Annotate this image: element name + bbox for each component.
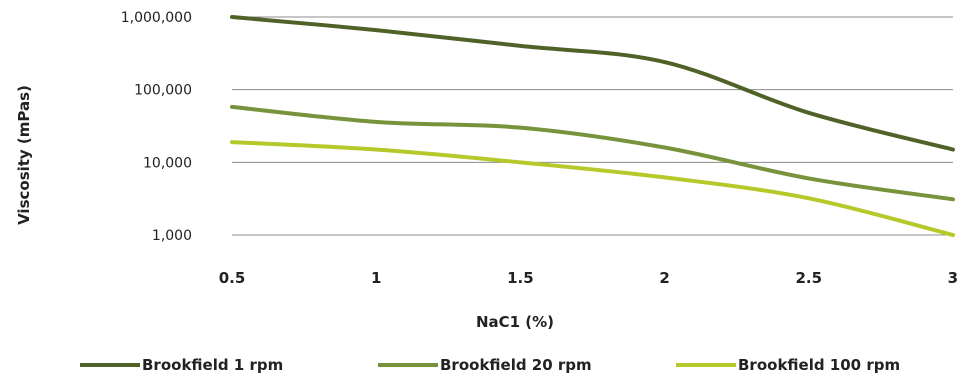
- y-tick-label: 1,000: [152, 228, 192, 244]
- series-line-2: [230, 104, 955, 202]
- x-tick-label: 1: [371, 269, 381, 287]
- legend: Brookfield 1 rpm Brookfield 20 rpm Brookfi…: [80, 356, 900, 374]
- x-axis-ticks: 0.5 1 1.5 2 2.5 3: [219, 269, 958, 287]
- y-tick-label: 1,000,000: [121, 10, 192, 26]
- x-tick-label: 2: [659, 269, 669, 287]
- x-tick-label: 3: [948, 269, 958, 287]
- y-axis-title: Viscosity (mPas): [15, 85, 33, 225]
- x-tick-label: 0.5: [219, 269, 246, 287]
- legend-label: Brookfield 20 rpm: [440, 356, 592, 374]
- y-axis-ticks: 1,000 10,000 100,000 1,000,000: [121, 10, 192, 244]
- y-tick-label: 100,000: [134, 83, 192, 99]
- legend-label: Brookfield 100 rpm: [738, 356, 900, 374]
- x-tick-label: 1.5: [507, 269, 534, 287]
- series-line-1: [230, 15, 955, 152]
- legend-label: Brookfield 1 rpm: [142, 356, 283, 374]
- x-axis-title: NaC1 (%): [476, 313, 554, 331]
- y-tick-label: 10,000: [143, 155, 192, 171]
- x-tick-label: 2.5: [796, 269, 823, 287]
- gridlines: [232, 16, 953, 236]
- series-lines: [230, 15, 955, 237]
- series-line-3: [230, 140, 955, 237]
